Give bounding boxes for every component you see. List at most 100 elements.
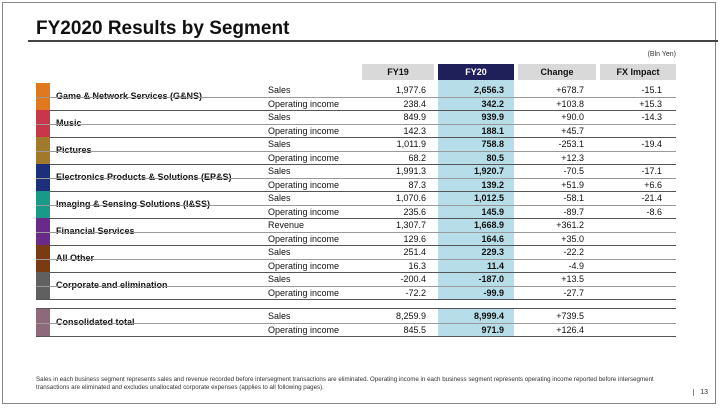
- change-value: +678.7: [556, 85, 584, 95]
- fy20-value: 229.3: [481, 247, 504, 257]
- change-value: +51.9: [561, 179, 584, 190]
- row-label: Sales: [268, 139, 291, 149]
- fy19-value: 235.6: [403, 206, 426, 217]
- row-divider: [36, 218, 676, 219]
- row-label: Operating income: [268, 287, 340, 298]
- header-fy19: FY19: [362, 64, 434, 80]
- row-divider: [36, 258, 676, 260]
- row-label: Operating income: [268, 206, 340, 217]
- row-divider: [36, 96, 676, 98]
- row-divider: [36, 285, 676, 287]
- fy20-value: 342.2: [481, 98, 504, 109]
- header-fy20: FY20: [438, 64, 514, 80]
- row-divider: [36, 191, 676, 192]
- fx-impact-value: -15.1: [641, 85, 662, 95]
- row-label: Operating income: [268, 179, 340, 190]
- fy20-value: -187.0: [478, 274, 504, 284]
- row-label: Sales: [268, 247, 291, 257]
- row-divider: [36, 204, 676, 206]
- change-value: -22.2: [563, 247, 584, 257]
- change-value: +739.5: [556, 311, 584, 321]
- fy20-value: 188.1: [481, 125, 504, 136]
- change-value: -27.7: [563, 287, 584, 298]
- fy19-value: 1,307.7: [395, 220, 426, 230]
- fx-impact-value: [600, 287, 662, 299]
- fx-impact-value: -14.3: [641, 112, 662, 122]
- change-value: +90.0: [561, 112, 584, 122]
- fx-impact-value: [600, 246, 662, 258]
- segment-name: Electronics Products & Solutions (EP&S): [56, 171, 232, 182]
- fx-impact-value: -8.6: [646, 206, 662, 217]
- change-value: -58.1: [563, 193, 584, 203]
- row-divider: [36, 164, 676, 165]
- segment-name: Imaging & Sensing Solutions (I&SS): [56, 198, 211, 209]
- header-fx-impact: FX Impact: [600, 64, 676, 80]
- fy20-value: 2,656.3: [473, 85, 504, 95]
- row-divider: [36, 245, 676, 246]
- row-label: Sales: [268, 274, 291, 284]
- fx-impact-value: [600, 219, 662, 231]
- segment-name: Pictures: [56, 144, 92, 155]
- segment-name: Music: [56, 117, 82, 128]
- row-divider: [36, 110, 676, 111]
- fx-impact-value: [600, 310, 662, 322]
- fx-impact-value: [600, 125, 662, 137]
- row-divider: [36, 322, 676, 324]
- row-label: Sales: [268, 166, 291, 176]
- row-label: Operating income: [268, 98, 340, 109]
- change-value: -70.5: [563, 166, 584, 176]
- row-divider: [36, 308, 676, 309]
- fy20-value: 1,668.9: [473, 220, 504, 230]
- header-change: Change: [518, 64, 596, 80]
- unit-label: (Bln Yen): [647, 51, 676, 58]
- row-divider: [36, 137, 676, 138]
- segment-name: All Other: [56, 252, 95, 263]
- change-value: +13.5: [561, 274, 584, 284]
- change-value: -253.1: [558, 139, 584, 149]
- change-value: -4.9: [568, 260, 584, 271]
- fy20-value: 8,999.4: [473, 311, 504, 321]
- fy19-value: 68.2: [408, 152, 426, 163]
- change-value: +126.4: [556, 324, 584, 335]
- segment-name: Financial Services: [56, 225, 135, 236]
- fy19-value: 1,991.3: [395, 166, 426, 176]
- change-value: +103.8: [556, 98, 584, 109]
- fy20-value: 971.9: [481, 324, 504, 335]
- segment-name: Game & Network Services (G&NS): [56, 90, 203, 101]
- fy19-value: 1,070.6: [395, 193, 426, 203]
- fy19-value: 142.3: [403, 125, 426, 136]
- segment-name: Corporate and elimination: [56, 279, 168, 290]
- row-label: Sales: [268, 85, 291, 95]
- fy20-value: 11.4: [486, 260, 504, 271]
- segment-name: Consolidated total: [56, 316, 135, 327]
- page-number: 13: [693, 389, 708, 396]
- fy20-value: 939.9: [481, 112, 504, 122]
- title-rule: [28, 40, 718, 42]
- row-divider: [36, 231, 676, 233]
- footnote: Sales in each business segment represent…: [36, 376, 654, 391]
- fx-impact-value: -17.1: [641, 166, 662, 176]
- fy19-value: 1,977.6: [395, 85, 426, 95]
- fy20-value: -99.9: [483, 287, 504, 298]
- change-value: +12.3: [561, 152, 584, 163]
- fy20-highlight-column: [438, 80, 514, 299]
- fy19-value: 849.9: [403, 112, 426, 122]
- fx-impact-value: -21.4: [641, 193, 662, 203]
- change-value: +45.7: [561, 125, 584, 136]
- slide-frame: [2, 2, 716, 404]
- fx-impact-value: [600, 233, 662, 245]
- fy19-value: -200.4: [400, 274, 426, 284]
- fy20-value: 80.5: [486, 152, 504, 163]
- row-label: Operating income: [268, 324, 340, 335]
- change-value: +35.0: [561, 233, 584, 244]
- fy20-value: 139.2: [481, 179, 504, 190]
- row-label: Sales: [268, 112, 291, 122]
- row-divider: [36, 272, 676, 273]
- row-label: Sales: [268, 311, 291, 321]
- fy19-value: 87.3: [408, 179, 426, 190]
- row-divider: [36, 336, 676, 337]
- fy19-value: 238.4: [403, 98, 426, 109]
- row-label: Operating income: [268, 125, 340, 136]
- row-label: Operating income: [268, 152, 340, 163]
- fy19-value: 16.3: [408, 260, 426, 271]
